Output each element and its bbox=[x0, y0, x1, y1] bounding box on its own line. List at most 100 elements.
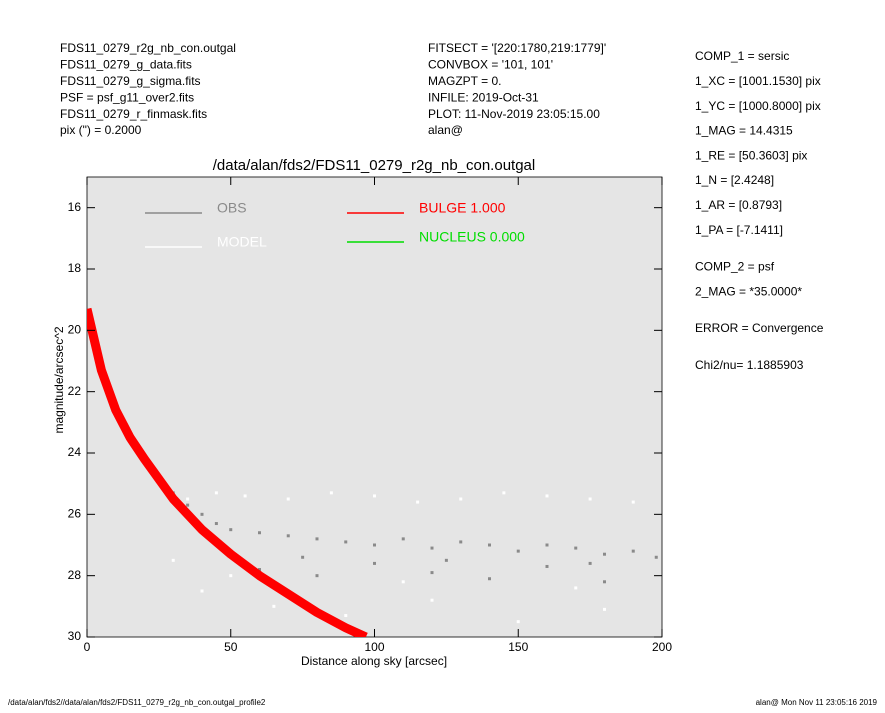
data-point bbox=[243, 494, 247, 498]
info-text: FDS11_0279_r_finmask.fits bbox=[60, 107, 207, 121]
data-point bbox=[603, 580, 606, 584]
info-text: FDS11_0279_g_data.fits bbox=[60, 58, 192, 72]
data-point bbox=[459, 540, 463, 544]
data-point bbox=[186, 497, 190, 501]
y-tick-label: 24 bbox=[68, 445, 82, 459]
data-point bbox=[272, 604, 276, 608]
x-tick-label: 150 bbox=[508, 640, 528, 654]
info-text: 1_N = [2.4248] bbox=[695, 173, 774, 187]
info-text: FDS11_0279_r2g_nb_con.outgal bbox=[60, 41, 236, 55]
data-point bbox=[258, 531, 261, 535]
info-text: 1_MAG = 14.4315 bbox=[695, 124, 793, 138]
x-tick-label: 0 bbox=[84, 640, 91, 654]
info-text: FDS11_0279_g_sigma.fits bbox=[60, 74, 201, 88]
data-point bbox=[631, 549, 635, 553]
info-text: FITSECT = '[220:1780,219:1779]' bbox=[428, 41, 606, 55]
data-point bbox=[344, 614, 348, 618]
data-point bbox=[344, 540, 348, 544]
data-point bbox=[171, 558, 175, 562]
legend-label: BULGE 1.000 bbox=[419, 200, 506, 216]
data-point bbox=[373, 494, 376, 498]
y-tick-label: 30 bbox=[68, 629, 82, 643]
info-text: INFILE: 2019-Oct-31 bbox=[428, 90, 539, 104]
data-point bbox=[430, 546, 434, 550]
info-text: alan@ bbox=[428, 123, 463, 137]
plot-area bbox=[86, 176, 663, 638]
data-point bbox=[373, 561, 376, 565]
data-point bbox=[315, 537, 319, 541]
y-tick-label: 20 bbox=[68, 323, 82, 337]
data-point bbox=[401, 580, 405, 584]
info-text: COMP_2 = psf bbox=[695, 260, 775, 274]
footer-right: alan@ Mon Nov 11 23:05:16 2019 bbox=[756, 698, 878, 707]
y-tick-label: 22 bbox=[68, 384, 82, 398]
data-point bbox=[603, 552, 606, 556]
data-point bbox=[186, 503, 190, 507]
y-tick-label: 16 bbox=[68, 200, 82, 214]
chart-title: /data/alan/fds2/FDS11_0279_r2g_nb_con.ou… bbox=[213, 157, 535, 174]
data-point bbox=[315, 574, 319, 578]
data-point bbox=[488, 577, 491, 581]
data-point bbox=[286, 497, 290, 501]
info-text: 1_AR = [0.8793] bbox=[695, 198, 782, 212]
legend-label: NUCLEUS 0.000 bbox=[419, 229, 525, 245]
data-point bbox=[516, 620, 520, 624]
data-point bbox=[286, 534, 290, 538]
data-layer bbox=[87, 307, 658, 637]
data-point bbox=[545, 543, 549, 547]
data-point bbox=[631, 500, 635, 504]
data-point bbox=[430, 571, 434, 575]
info-text: COMP_1 = sersic bbox=[695, 49, 789, 63]
data-point bbox=[430, 598, 434, 602]
legend-label: OBS bbox=[217, 200, 247, 216]
info-text: 1_PA = [-7.1411] bbox=[695, 223, 783, 237]
info-text: CONVBOX = '101, 101' bbox=[428, 58, 553, 72]
model-curve bbox=[87, 307, 368, 637]
footer-left: /data/alan/fds2//data/alan/fds2/FDS11_02… bbox=[8, 698, 266, 707]
data-point bbox=[502, 491, 506, 495]
data-point bbox=[444, 558, 448, 562]
x-tick-label: 200 bbox=[652, 640, 672, 654]
y-axis-label: magnitude/arcsec^2 bbox=[52, 326, 66, 433]
data-point bbox=[329, 491, 333, 495]
data-point bbox=[416, 500, 420, 504]
info-text: Chi2/nu= 1.1885903 bbox=[695, 358, 804, 372]
data-point bbox=[603, 607, 606, 611]
info-text: PLOT: 11-Nov-2019 23:05:15.00 bbox=[428, 107, 600, 121]
x-axis-label: Distance along sky [arcsec] bbox=[301, 654, 447, 668]
data-point bbox=[588, 561, 592, 565]
info-text: PSF = psf_g11_over2.fits bbox=[60, 90, 194, 104]
info-text: pix (") = 0.2000 bbox=[60, 123, 142, 137]
y-tick-label: 18 bbox=[68, 261, 82, 275]
y-tick-label: 28 bbox=[68, 568, 82, 582]
info-text: 1_YC = [1000.8000] pix bbox=[695, 99, 821, 113]
data-point bbox=[459, 497, 463, 501]
data-point bbox=[401, 537, 405, 541]
x-tick-label: 50 bbox=[224, 640, 238, 654]
data-point bbox=[229, 528, 233, 532]
data-point bbox=[214, 491, 218, 495]
info-text: 1_XC = [1001.1530] pix bbox=[695, 74, 821, 88]
data-point bbox=[200, 589, 204, 593]
data-point bbox=[229, 574, 233, 578]
data-point bbox=[588, 497, 592, 501]
x-tick-label: 100 bbox=[364, 640, 384, 654]
data-point bbox=[200, 512, 204, 516]
y-tick-label: 26 bbox=[68, 507, 82, 521]
data-point bbox=[574, 546, 578, 550]
data-point bbox=[488, 543, 491, 547]
data-point bbox=[214, 522, 218, 526]
info-text: 1_RE = [50.3603] pix bbox=[695, 148, 807, 162]
info-text: MAGZPT = 0. bbox=[428, 74, 501, 88]
info-text: 2_MAG = *35.0000* bbox=[695, 284, 802, 298]
data-point bbox=[516, 549, 520, 553]
data-point bbox=[545, 564, 549, 568]
data-point bbox=[301, 555, 305, 559]
data-point bbox=[545, 494, 549, 498]
data-point bbox=[654, 555, 658, 559]
legend-label: MODEL bbox=[217, 234, 267, 250]
data-point bbox=[574, 586, 578, 590]
info-text: ERROR = Convergence bbox=[695, 321, 824, 335]
data-point bbox=[258, 568, 261, 572]
